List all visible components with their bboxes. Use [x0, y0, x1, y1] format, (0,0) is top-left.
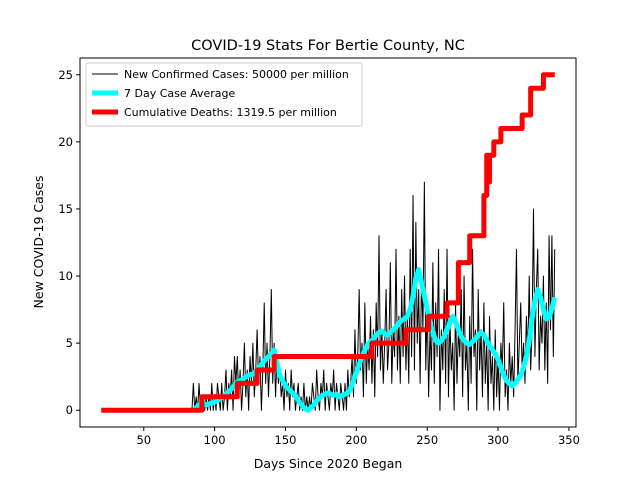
legend-label-cumulative-deaths: Cumulative Deaths: 1319.5 per million [124, 106, 337, 119]
series-cumulative-deaths-line [101, 72, 555, 413]
legend-label-7-day-average: 7 Day Case Average [124, 87, 236, 100]
legend-label-new-cases: New Confirmed Cases: 50000 per million [124, 68, 349, 81]
x-axis-label: Days Since 2020 Began [254, 456, 403, 471]
chart-title: COVID-19 Stats For Bertie County, NC [191, 38, 465, 54]
y-axis: 0 5 10 15 20 25 [58, 68, 80, 417]
x-tick-label: 300 [487, 433, 509, 447]
series-7-day-average-line [192, 266, 558, 413]
y-tick-label: 20 [58, 135, 73, 149]
plot-frame [79, 57, 577, 428]
series-layer [101, 72, 558, 413]
x-tick-label: 200 [345, 433, 367, 447]
x-tick-label: 50 [136, 433, 151, 447]
y-tick-label: 0 [66, 403, 73, 417]
series-new-cases-line [191, 181, 556, 411]
x-axis: 50 100 150 200 250 300 350 [136, 427, 580, 447]
y-tick-label: 25 [58, 68, 73, 82]
y-axis-label: New COVID-19 Cases [31, 176, 46, 309]
y-tick-label: 5 [66, 336, 73, 350]
y-tick-label: 10 [58, 269, 73, 283]
legend: New Confirmed Cases: 50000 per million 7… [85, 62, 363, 127]
x-tick-label: 150 [275, 433, 297, 447]
x-tick-label: 250 [416, 433, 438, 447]
y-tick-label: 15 [58, 202, 73, 216]
x-tick-label: 100 [204, 433, 226, 447]
legend-frame [85, 62, 363, 127]
x-tick-label: 350 [558, 433, 580, 447]
